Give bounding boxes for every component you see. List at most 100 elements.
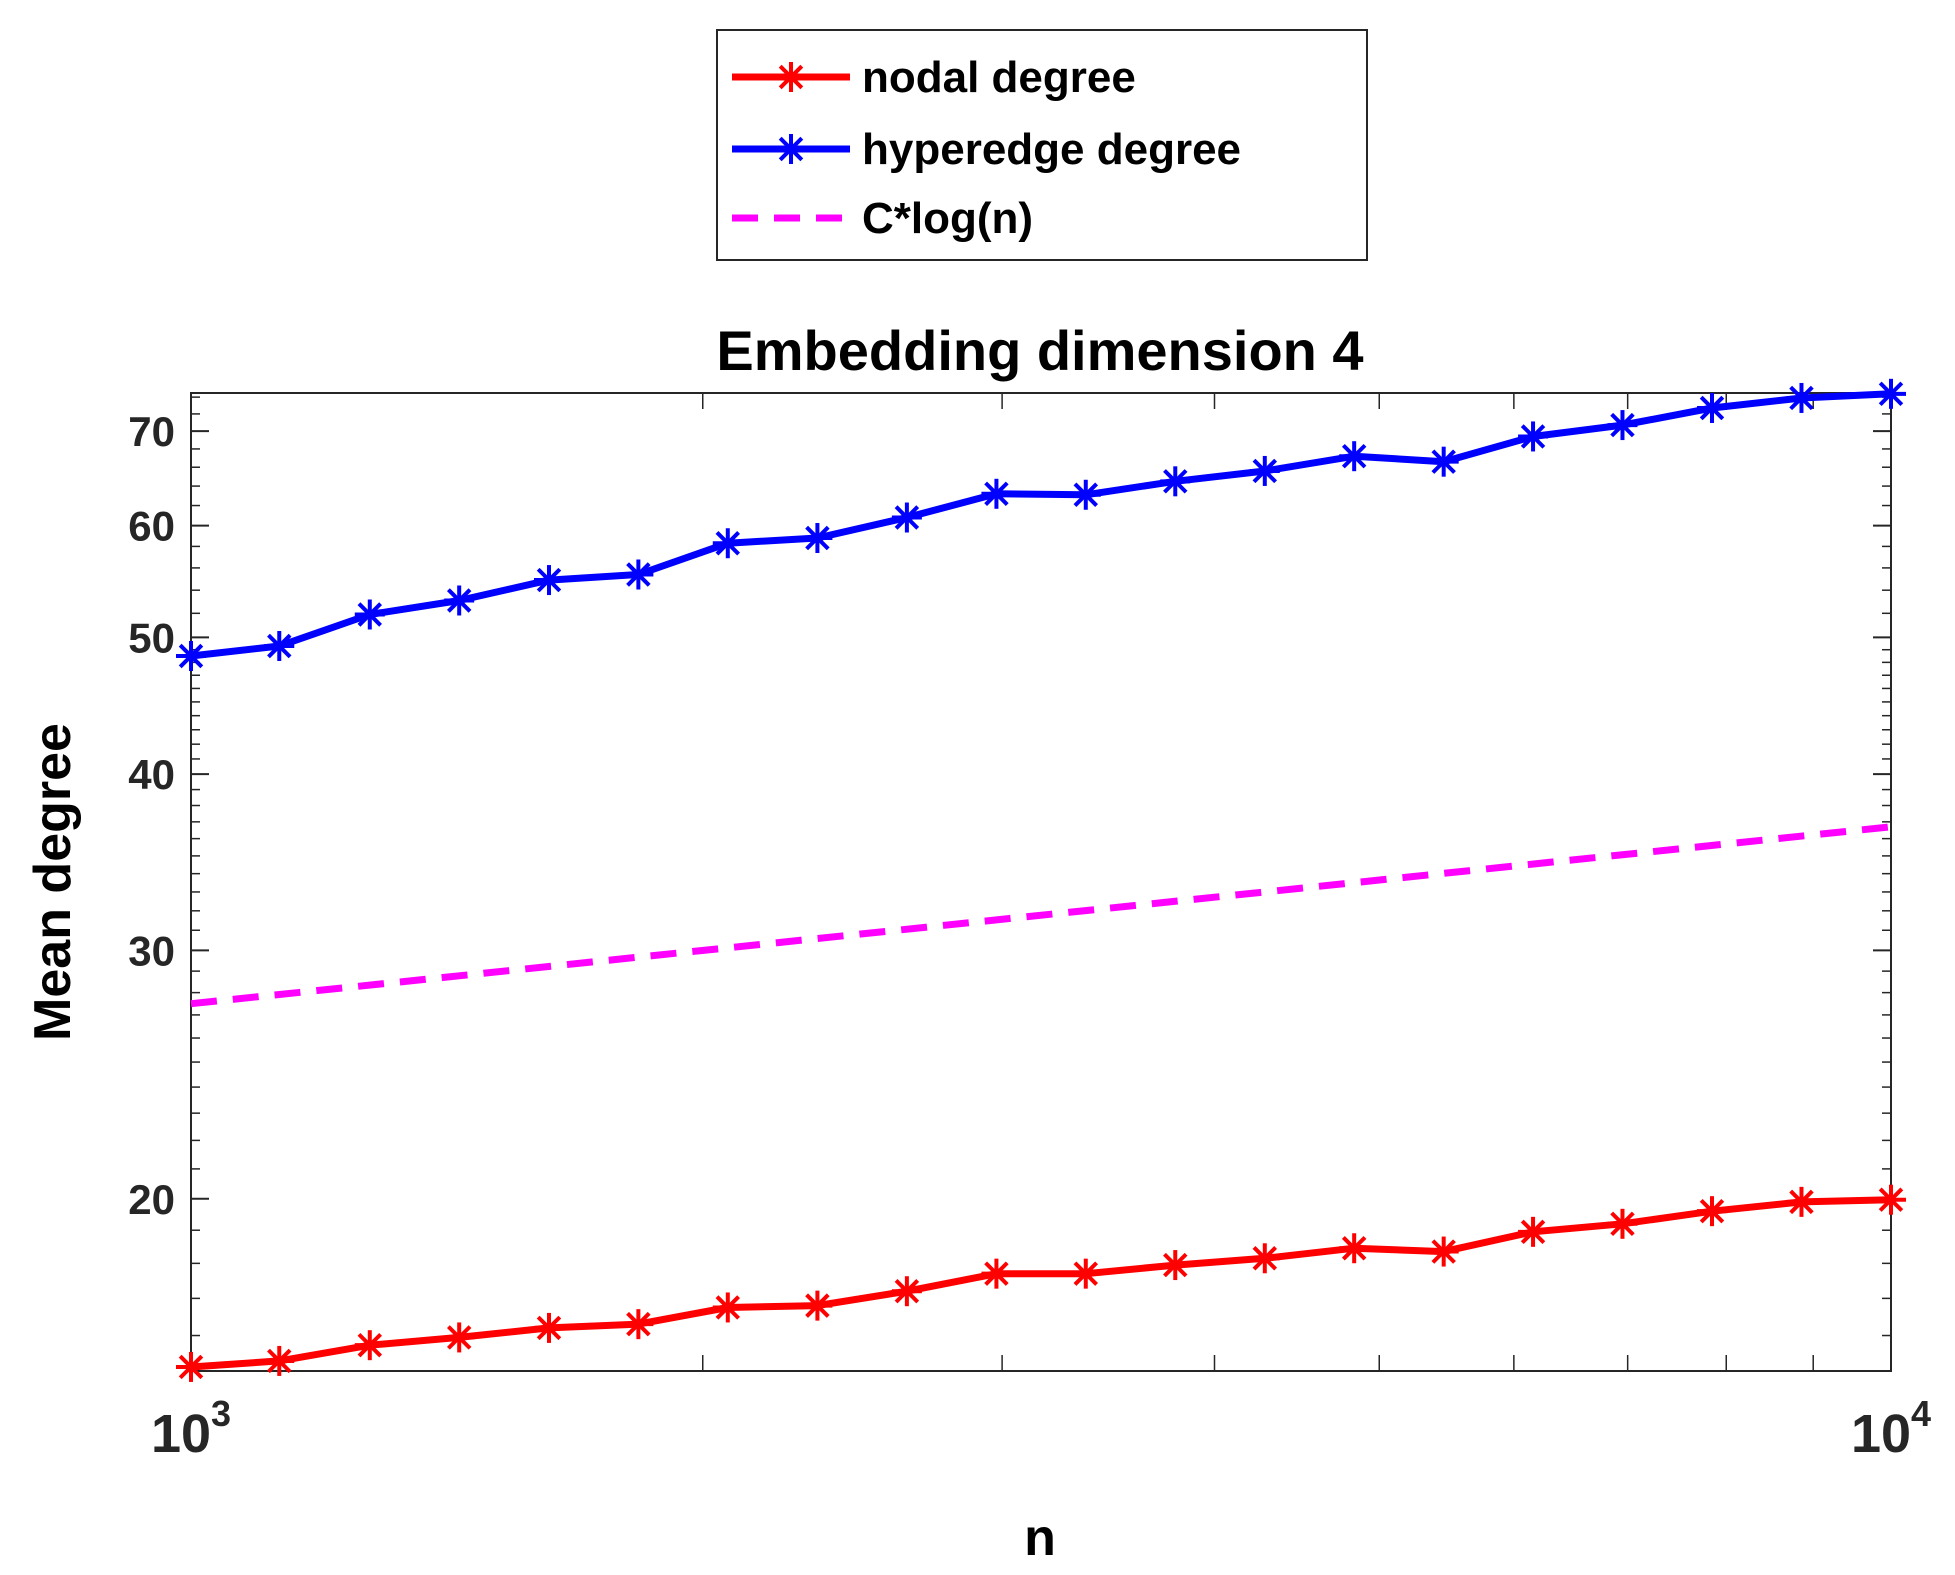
point-nodal-degree-13 [1339,1233,1370,1264]
point-hyperedge-degree-17 [1696,392,1727,423]
point-hyperedge-degree-15-d2 [1520,424,1546,449]
point-hyperedge-degree-18-d2 [1789,385,1814,411]
point-nodal-degree-18 [1786,1186,1817,1217]
point-hyperedge-degree-3-d2 [446,588,472,613]
point-hyperedge-degree-14-d2 [1431,449,1456,474]
point-nodal-degree-10-d2 [1073,1261,1098,1286]
axis-ticks: 20 30 40 50 60 70 103 104 [128,393,1931,1464]
y-tick-label-60: 60 [128,503,175,550]
legend-asterisk-hyperedge-d2 [778,136,804,162]
point-hyperedge-degree-12-d2 [1252,458,1278,484]
point-hyperedge-degree-9-d2 [984,481,1009,507]
point-nodal-degree-19-d2 [1878,1187,1904,1212]
point-hyperedge-degree-11 [1160,466,1191,497]
legend-asterisk-nodal-d2 [778,64,804,90]
point-hyperedge-degree-7 [802,523,833,554]
point-nodal-degree-1-d2 [267,1348,292,1374]
point-nodal-degree-13-d2 [1341,1236,1367,1261]
point-nodal-degree-12-d2 [1252,1246,1278,1271]
legend-label-clog: C*log(n) [862,194,1033,243]
point-nodal-degree-6-d2 [715,1295,741,1320]
legend-asterisk-hyperedge [776,134,806,164]
point-nodal-degree-10 [1070,1258,1101,1289]
legend-label-nodal: nodal degree [862,53,1136,102]
point-hyperedge-degree-19-d2 [1878,381,1904,407]
point-nodal-degree-14-d2 [1431,1239,1456,1264]
point-nodal-degree-8 [891,1276,922,1307]
point-hyperedge-degree-3 [444,585,475,616]
point-hyperedge-degree-0 [176,641,206,672]
point-hyperedge-degree-18 [1786,382,1817,413]
point-nodal-degree-0-d2 [178,1354,204,1380]
legend-asterisk-nodal [776,62,806,92]
point-nodal-degree-7-d2 [805,1293,830,1318]
point-hyperedge-degree-14 [1428,446,1459,477]
point-hyperedge-degree-8-d2 [894,505,920,530]
y-axis-label: Mean degree [24,723,82,1041]
point-nodal-degree-0 [176,1351,206,1382]
point-nodal-degree-11 [1160,1250,1191,1281]
legend-label-hyperedge: hyperedge degree [862,125,1241,174]
legend-marker-hyperedge [776,134,806,164]
y-tick-label-50: 50 [128,614,175,661]
point-nodal-degree-3-d2 [446,1325,472,1350]
point-hyperedge-degree-16 [1607,410,1638,441]
point-nodal-degree-16 [1607,1208,1638,1239]
point-hyperedge-degree-0-d2 [178,643,204,669]
point-hyperedge-degree-10 [1070,479,1101,510]
point-hyperedge-degree-7-d2 [805,525,830,551]
point-nodal-degree-8-d2 [894,1278,920,1304]
point-hyperedge-degree-13 [1339,441,1370,472]
point-hyperedge-degree-2-d2 [357,602,383,627]
legend-marker-nodal [776,62,806,92]
point-hyperedge-degree-11-d2 [1163,469,1188,494]
point-nodal-degree-6 [712,1292,743,1323]
point-hyperedge-degree-10-d2 [1073,482,1098,507]
x-tick-label-1000: 103 [151,1393,231,1464]
plot-area [190,392,1892,1372]
legend-entry-nodal: nodal degree [732,53,1136,102]
point-nodal-degree-7 [802,1290,833,1321]
legend-entry-clog: C*log(n) [732,194,1033,243]
point-hyperedge-degree-5 [623,559,654,590]
point-nodal-degree-12 [1249,1243,1280,1274]
point-nodal-degree-11-d2 [1163,1252,1188,1278]
y-tick-label-40: 40 [128,751,175,798]
point-nodal-degree-9-d2 [984,1261,1009,1286]
point-hyperedge-degree-8 [891,502,922,533]
x-axis-label: n [1024,1509,1056,1567]
point-nodal-degree-14 [1428,1236,1459,1267]
point-hyperedge-degree-17-d2 [1699,395,1725,421]
point-hyperedge-degree-5-d2 [626,562,651,587]
point-hyperedge-degree-4-d2 [536,567,562,593]
point-nodal-degree-15 [1518,1216,1549,1247]
point-hyperedge-degree-9 [981,478,1012,509]
x-tick-label-10000: 104 [1851,1393,1931,1464]
point-nodal-degree-5-d2 [626,1311,651,1337]
point-nodal-degree-3 [444,1322,475,1353]
point-nodal-degree-1 [264,1345,295,1376]
point-hyperedge-degree-19 [1876,378,1906,409]
point-hyperedge-degree-1-d2 [267,633,292,659]
point-nodal-degree-18-d2 [1789,1189,1814,1215]
point-nodal-degree-15-d2 [1520,1219,1546,1245]
y-tick-label-70: 70 [128,408,175,455]
series-line-c-log-n- [190,823,1892,1008]
point-hyperedge-degree-4 [533,565,564,596]
point-hyperedge-degree-12 [1249,455,1280,486]
chart-title: Embedding dimension 4 [716,319,1363,382]
point-hyperedge-degree-15 [1518,421,1549,452]
point-hyperedge-degree-13-d2 [1341,443,1367,469]
point-nodal-degree-2 [354,1330,385,1361]
point-nodal-degree-4-d2 [536,1315,562,1341]
point-nodal-degree-16-d2 [1610,1211,1635,1237]
point-hyperedge-degree-16-d2 [1610,412,1635,438]
point-hyperedge-degree-1 [264,630,295,661]
point-nodal-degree-4 [533,1312,564,1343]
legend: nodal degree hyperedge degree C*log(n) [716,29,1368,261]
point-hyperedge-degree-6 [712,528,743,559]
legend-box [716,29,1368,261]
point-hyperedge-degree-2 [354,599,385,630]
point-nodal-degree-9 [981,1258,1012,1289]
